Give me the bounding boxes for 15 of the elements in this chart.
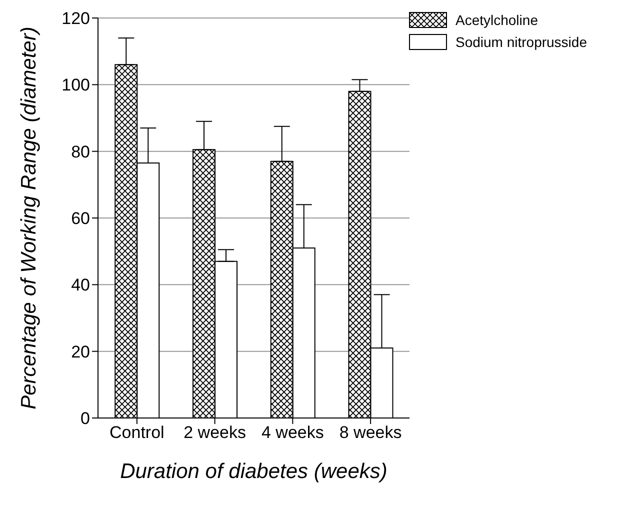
y-tick-label: 0 [80, 409, 90, 428]
x-tick-label: 8 weeks [339, 423, 402, 442]
y-tick-label: 100 [62, 76, 90, 95]
y-tick-label: 20 [71, 342, 90, 362]
y-tick-label: 60 [71, 209, 90, 228]
x-tick-label: Control [110, 423, 164, 442]
y-tick-label: 40 [71, 276, 90, 295]
legend-label: Acetylcholine [455, 12, 538, 28]
x-axis-title: Duration of diabetes (weeks) [120, 460, 388, 483]
x-tick-label: 2 weeks [184, 423, 246, 442]
legend-label: Sodium nitroprusside [455, 34, 587, 50]
x-tick-label: 4 weeks [261, 423, 324, 442]
y-axis-title: Percentage of Working Range (diameter) [17, 26, 40, 410]
y-tick-label: 80 [71, 142, 90, 162]
y-tick-label: 120 [62, 9, 90, 28]
